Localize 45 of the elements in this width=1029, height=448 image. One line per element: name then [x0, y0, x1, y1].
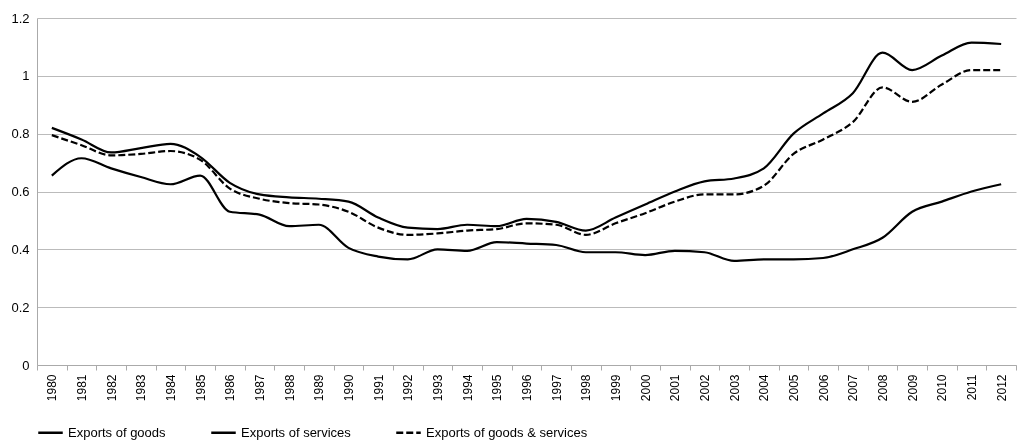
x-tick-label: 2011 [965, 374, 979, 401]
line-series [50, 41, 1003, 232]
x-tick-label: 1980 [45, 374, 60, 402]
legend-label: Exports of services [241, 424, 352, 440]
y-tick-label: 0.6 [11, 184, 30, 199]
x-tick-label: 2007 [846, 374, 861, 402]
x-tick-label: 2005 [787, 374, 801, 402]
x-tick-label: 1984 [164, 374, 178, 402]
x-tick-label: 1988 [282, 374, 297, 402]
x-tick-label: 1996 [520, 374, 534, 402]
y-tick-label: 0.2 [11, 299, 30, 315]
y-tick-label: 0.4 [11, 241, 30, 257]
x-tick-label: 2008 [876, 374, 890, 402]
x-tick-label: 1992 [401, 374, 416, 402]
x-tick-label: 2001 [668, 374, 683, 402]
y-tick-label: 1.2 [11, 10, 30, 26]
line-series [50, 157, 1003, 262]
x-tick-label: 2012 [994, 374, 1009, 402]
x-tick-label: 2010 [935, 374, 950, 402]
x-tick-label: 1990 [342, 374, 356, 402]
x-tick-label: 1985 [193, 374, 208, 402]
x-tick-label: 1993 [431, 374, 445, 402]
x-tick-label: 2004 [757, 374, 772, 402]
legend-label: Exports of goods [68, 424, 167, 440]
x-tick-label: 2003 [727, 374, 742, 402]
x-tick-label: 1999 [609, 374, 623, 402]
y-tick-label: 0.8 [11, 126, 30, 142]
x-tick-label: 1983 [134, 374, 149, 402]
x-tick-label: 1998 [579, 374, 594, 402]
y-tick-label: 1 [22, 68, 30, 84]
x-tick-label: 1981 [75, 374, 89, 402]
x-tick-label: 1982 [104, 374, 119, 402]
x-tick-label: 2000 [638, 374, 653, 402]
x-tick-label: 1986 [223, 374, 238, 402]
x-tick-label: 1991 [371, 374, 386, 402]
x-tick-label: 1997 [549, 374, 564, 402]
x-tick-label: 1995 [490, 374, 505, 402]
x-tick-label: 2006 [816, 374, 831, 402]
x-tick-label: 2009 [905, 374, 920, 402]
x-tick-label: 2002 [698, 374, 712, 402]
y-tick-label: 0 [22, 357, 30, 373]
legend-label: Exports of goods & services [426, 424, 588, 440]
x-tick-label: 1994 [460, 374, 475, 402]
x-tick-label: 1987 [253, 374, 267, 402]
x-tick-label: 1989 [312, 374, 327, 402]
